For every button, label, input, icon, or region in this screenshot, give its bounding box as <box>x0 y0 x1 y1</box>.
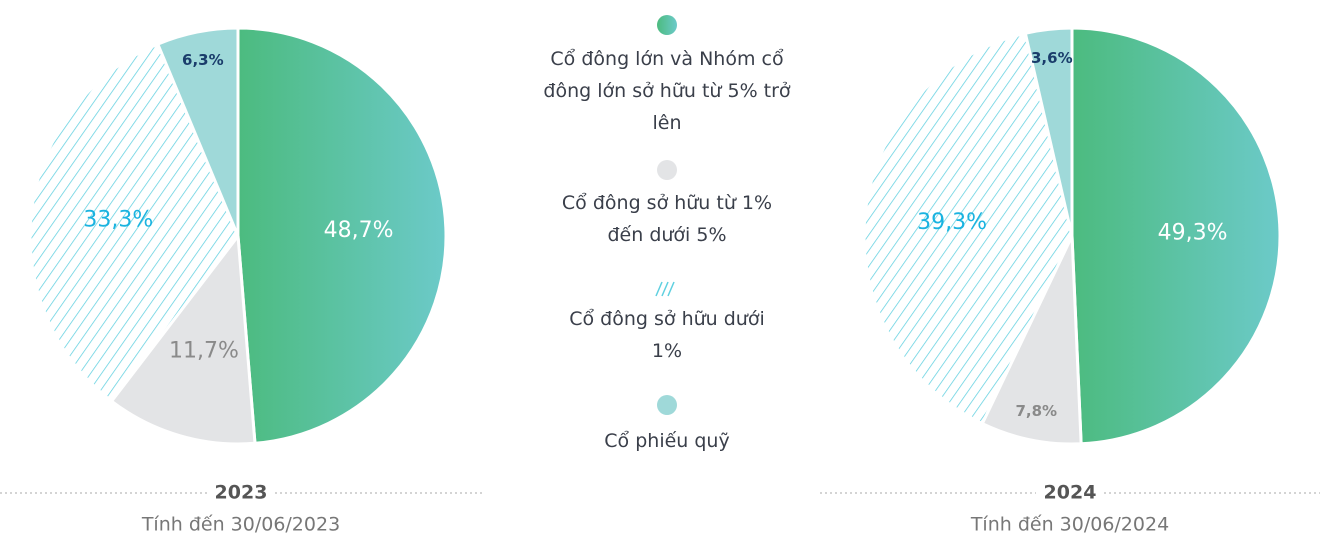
legend-marker <box>661 281 669 297</box>
chart-title: 2024 <box>1044 482 1097 504</box>
slice-label: 11,7% <box>169 339 239 364</box>
pie-slice <box>109 231 257 446</box>
legend-label: Cổ đông sở hữu dưới 1% <box>569 308 765 362</box>
chart-subtitle: Tính đến 30/06/2024 <box>970 514 1169 536</box>
legend-label: Cổ phiếu quỹ <box>604 430 730 452</box>
pie-slice <box>1070 26 1282 446</box>
slice-label: 48,7% <box>324 218 394 243</box>
legend-label: Cổ đông lớn và Nhóm cổ đông lớn sở hữu t… <box>543 48 791 134</box>
legend-marker <box>657 395 677 415</box>
pie-slice <box>1023 26 1074 237</box>
pie-slice <box>236 26 448 445</box>
slice-label: 3,6% <box>1031 49 1073 67</box>
pie-slice <box>28 42 240 404</box>
slice-label: 33,3% <box>83 208 153 233</box>
pie-slice <box>155 26 240 237</box>
slice-label: 7,8% <box>1015 402 1057 420</box>
slice-label: 39,3% <box>917 210 987 235</box>
legend-marker <box>655 281 663 297</box>
chart-title: 2023 <box>215 482 268 504</box>
slice-label: 49,3% <box>1158 220 1228 245</box>
legend-marker <box>657 15 677 35</box>
slice-label: 6,3% <box>182 51 224 69</box>
pie-slice <box>980 235 1083 446</box>
legend-marker <box>667 281 675 297</box>
legend-marker <box>657 160 677 180</box>
chart-subtitle: Tính đến 30/06/2023 <box>141 514 340 536</box>
legend-label: Cổ đông sở hữu từ 1% đến dưới 5% <box>561 192 773 246</box>
pie-slice <box>862 31 1074 426</box>
